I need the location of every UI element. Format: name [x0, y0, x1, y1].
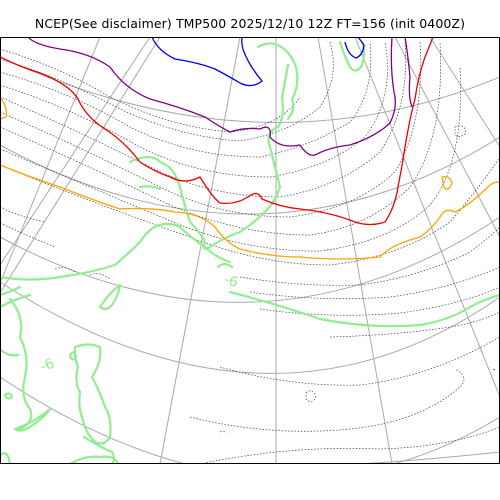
map-frame: -6 -6	[0, 37, 500, 464]
coastlines	[0, 40, 500, 464]
contour-orange-blob	[441, 175, 453, 190]
contour-blue	[151, 37, 263, 87]
contour-purple-right	[404, 37, 413, 108]
contour-blue-small	[344, 37, 365, 59]
contour-orange	[0, 164, 500, 260]
map-title: NCEP(See disclaimer) TMP500 2025/12/10 1…	[34, 16, 466, 31]
contour-label: -6	[38, 356, 57, 376]
graticule-parallels	[0, 56, 500, 464]
contour-purple	[27, 37, 396, 156]
map-border	[0, 37, 500, 464]
graticule-meridians	[0, 37, 500, 464]
map-marker-dot	[492, 368, 496, 371]
contour-orange-left	[0, 96, 8, 120]
contour-red	[0, 37, 434, 226]
isotherm-contours	[0, 41, 500, 464]
contour-label: -6	[222, 271, 241, 291]
